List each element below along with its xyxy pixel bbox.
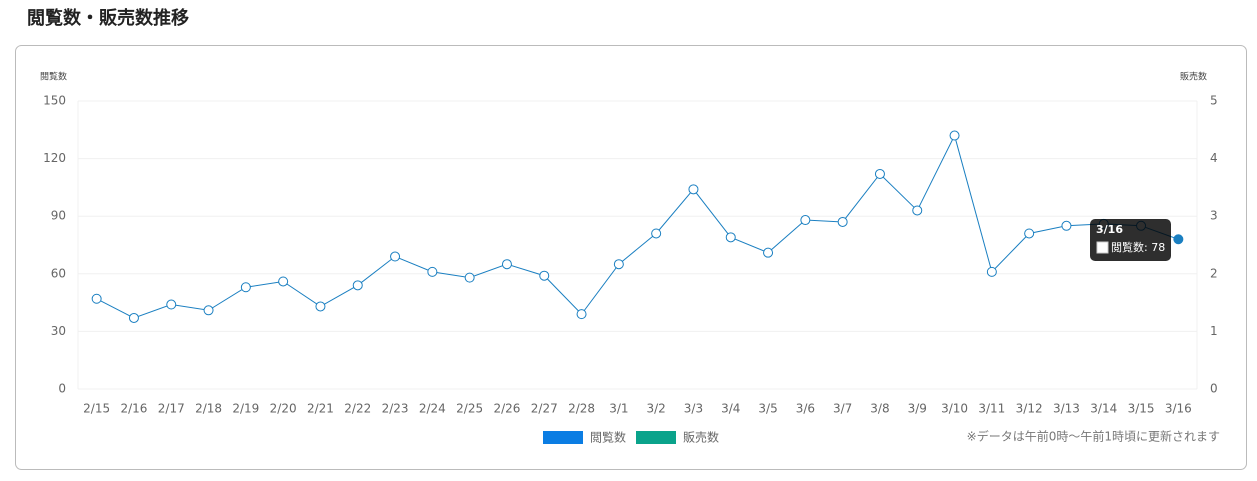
data-point	[166, 299, 177, 310]
x-tick-label: 2/26	[493, 402, 520, 416]
x-tick-label: 3/8	[870, 402, 889, 416]
x-tick-label: 2/17	[158, 402, 185, 416]
page-title: 閲覧数・販売数推移	[27, 7, 189, 29]
tooltip-box	[1090, 219, 1171, 261]
x-tick-label: 3/14	[1090, 402, 1117, 416]
x-tick-label: 3/6	[796, 402, 815, 416]
x-tick-label: 2/18	[195, 402, 222, 416]
x-tick-label: 3/11	[978, 402, 1005, 416]
data-point	[539, 270, 550, 281]
data-point	[1061, 220, 1072, 231]
update-note: ※データは午前0時〜午前1時頃に更新されます	[967, 429, 1220, 444]
x-tick-label: 3/12	[1016, 402, 1043, 416]
data-point	[837, 216, 848, 227]
data-point	[390, 251, 401, 262]
y-axis-label: 閲覧数	[40, 71, 67, 83]
data-point	[278, 276, 289, 287]
card	[15, 45, 1247, 470]
data-point	[800, 215, 811, 226]
data-point	[949, 130, 960, 141]
y2-tick-label: 1	[1210, 324, 1218, 338]
x-tick-label: 2/27	[531, 402, 558, 416]
x-tick-label: 3/13	[1053, 402, 1080, 416]
data-point	[1173, 234, 1184, 245]
legend-swatch	[636, 431, 676, 444]
data-point	[874, 168, 885, 179]
x-tick-label: 3/2	[646, 402, 665, 416]
data-point	[613, 259, 624, 270]
x-tick-label: 3/4	[721, 402, 740, 416]
y-tick-label: 120	[43, 151, 66, 165]
x-tick-label: 3/7	[833, 402, 852, 416]
x-tick-label: 2/21	[307, 402, 334, 416]
y2-tick-label: 0	[1210, 382, 1218, 396]
data-point	[91, 293, 102, 304]
data-point	[1024, 228, 1035, 239]
x-tick-label: 2/20	[270, 402, 297, 416]
data-point	[315, 301, 326, 312]
data-point	[501, 259, 512, 270]
tooltip-text: 閲覧数: 78	[1111, 240, 1165, 254]
y-tick-label: 60	[51, 266, 66, 280]
x-tick-label: 2/23	[382, 402, 409, 416]
legend-label: 閲覧数	[590, 430, 626, 445]
x-tick-label: 3/5	[758, 402, 777, 416]
x-tick-label: 2/19	[232, 402, 259, 416]
y2-tick-label: 4	[1210, 151, 1218, 165]
data-point	[725, 232, 736, 243]
legend-swatch	[543, 431, 583, 444]
y2-tick-label: 5	[1210, 94, 1218, 108]
y-tick-label: 30	[51, 324, 66, 338]
data-point	[986, 266, 997, 277]
y2-tick-label: 2	[1210, 266, 1218, 280]
y2-axis-label: 販売数	[1180, 71, 1207, 83]
y2-tick-label: 3	[1210, 209, 1218, 223]
data-point	[651, 228, 662, 239]
x-tick-label: 3/3	[684, 402, 703, 416]
x-tick-label: 3/1	[609, 402, 628, 416]
data-point	[352, 280, 363, 291]
x-tick-label: 3/9	[908, 402, 927, 416]
data-point	[240, 282, 251, 293]
y-tick-label: 150	[43, 94, 66, 108]
data-point	[763, 247, 774, 258]
x-tick-label: 2/25	[456, 402, 483, 416]
data-point	[427, 266, 438, 277]
legend-label: 販売数	[683, 430, 719, 445]
data-point	[688, 184, 699, 195]
x-tick-label: 2/28	[568, 402, 595, 416]
x-tick-label: 2/15	[83, 402, 110, 416]
tooltip-swatch	[1096, 241, 1109, 254]
x-tick-label: 2/22	[344, 402, 371, 416]
series-line	[96, 134, 1179, 319]
data-point	[128, 312, 139, 323]
x-tick-label: 2/24	[419, 402, 446, 416]
data-point	[576, 309, 587, 320]
tooltip-title: 3/16	[1096, 223, 1123, 236]
data-point	[464, 272, 475, 283]
x-tick-label: 3/10	[941, 402, 968, 416]
y-tick-label: 90	[51, 209, 66, 223]
data-point	[203, 305, 214, 316]
x-tick-label: 2/16	[120, 402, 147, 416]
x-tick-label: 3/15	[1128, 402, 1155, 416]
x-tick-label: 3/16	[1165, 402, 1192, 416]
data-point	[912, 205, 923, 216]
y-tick-label: 0	[58, 382, 66, 396]
